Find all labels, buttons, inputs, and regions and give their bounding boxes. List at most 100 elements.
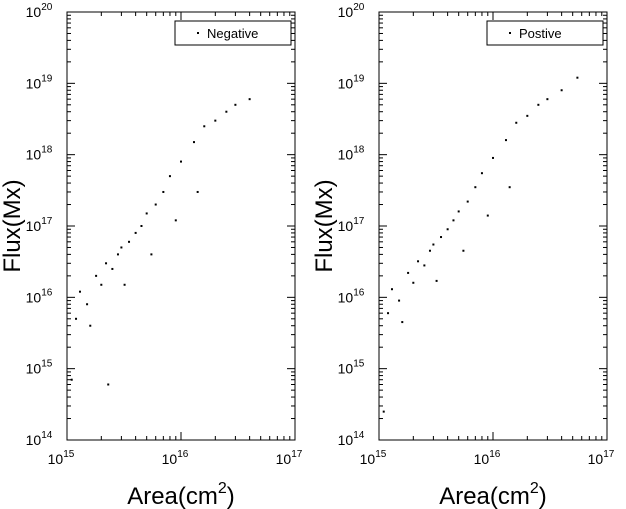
scatter-point: [486, 214, 489, 217]
scatter-point: [78, 290, 81, 293]
scatter-point: [398, 299, 401, 302]
y-tick-label: 1020: [338, 2, 365, 20]
scatter-point: [203, 125, 206, 128]
scatter-point: [526, 114, 529, 117]
scatter-point: [168, 175, 171, 178]
data-points: [382, 76, 579, 413]
scatter-point: [140, 225, 143, 227]
y-tick-label: 1018: [338, 145, 365, 163]
y-tick-exponent: 19: [353, 73, 365, 84]
scatter-point: [154, 203, 157, 206]
scatter-point: [180, 160, 182, 163]
legend-box: [174, 20, 292, 46]
scatter-point: [116, 253, 119, 256]
x-tick-exponent: 15: [63, 449, 75, 460]
x-tick-exponent: 16: [489, 449, 501, 460]
x-tick-exponent: 17: [291, 449, 303, 460]
x-axis-title-superscript: 2: [530, 480, 539, 497]
scatter-point: [134, 231, 137, 234]
scatter-point: [192, 141, 195, 144]
scatter-point: [105, 262, 108, 265]
scatter-point: [423, 264, 426, 267]
x-axis-title-suffix: ): [539, 483, 547, 509]
scatter-point: [401, 321, 404, 324]
plot-frame: [378, 11, 608, 441]
scatter-point: [70, 378, 73, 381]
y-tick-label: 1015: [26, 359, 53, 377]
scatter-point: [462, 249, 465, 252]
legend-marker: [509, 32, 511, 34]
scatter-point: [515, 121, 518, 124]
scatter-point: [111, 267, 114, 270]
scatter-point: [107, 383, 110, 386]
scatter-point: [174, 219, 177, 222]
y-tick-label: 1014: [26, 430, 53, 448]
x-tick-label: 1016: [474, 449, 501, 467]
scatter-point: [162, 190, 165, 193]
scatter-point: [86, 303, 89, 306]
scatter-point: [474, 186, 477, 189]
y-tick-exponent: 20: [353, 2, 365, 13]
scatter-point: [492, 156, 494, 159]
legend: Postive: [486, 20, 604, 46]
x-tick-label: 1015: [360, 449, 387, 467]
right-scatter-panel: 1015 1016 10171014101510161017101810191020…: [311, 2, 615, 509]
x-axis-title-superscript: 2: [218, 480, 227, 497]
y-tick-label: 1020: [26, 2, 53, 20]
scatter-point: [387, 312, 390, 315]
scatter-point: [435, 279, 438, 282]
scatter-point: [100, 283, 103, 286]
scatter-point: [234, 103, 237, 106]
y-tick-exponent: 17: [353, 216, 365, 227]
scatter-point: [123, 283, 126, 286]
scatter-point: [480, 172, 483, 175]
y-tick-exponent: 16: [41, 287, 53, 298]
y-tick-exponent: 18: [41, 145, 53, 156]
y-axis-title: Flux(Mx): [0, 179, 26, 272]
scatter-point: [537, 103, 540, 106]
legend-marker: [197, 32, 199, 34]
scatter-point: [412, 281, 415, 284]
x-tick-exponent: 17: [603, 449, 615, 460]
scatter-point: [196, 190, 199, 193]
y-tick-label: 1016: [26, 287, 53, 305]
scatter-point: [145, 212, 148, 215]
scatter-point: [89, 324, 92, 327]
y-tick-exponent: 14: [353, 430, 365, 441]
y-tick-label: 1018: [26, 145, 53, 163]
x-tick-label: 1016: [162, 449, 189, 467]
y-tick-exponent: 16: [353, 287, 365, 298]
scatter-point: [446, 228, 449, 231]
y-tick-label: 1017: [26, 216, 53, 234]
scatter-point: [452, 219, 455, 222]
plot-frame: [66, 11, 296, 441]
scatter-point: [466, 200, 469, 203]
legend-box: [486, 20, 604, 46]
y-tick-exponent: 19: [41, 73, 53, 84]
scatter-point: [457, 210, 460, 213]
scatter-point: [214, 119, 217, 122]
scatter-point: [504, 139, 507, 142]
x-tick-label: 1017: [276, 449, 303, 467]
scatter-point: [95, 274, 98, 277]
legend-label: Negative: [207, 26, 258, 41]
scatter-point: [390, 288, 393, 291]
legend-label: Postive: [519, 26, 562, 41]
y-tick-exponent: 20: [41, 2, 53, 13]
data-points: [70, 98, 251, 386]
scatter-point: [428, 249, 431, 252]
x-tick-exponent: 16: [177, 449, 189, 460]
scatter-point: [546, 98, 549, 101]
scatter-point: [432, 243, 435, 246]
left-scatter-panel: 1015 1016 10171014101510161017101810191020…: [0, 2, 303, 509]
x-axis-title-suffix: ): [227, 483, 235, 509]
x-tick-label: 1015: [48, 449, 75, 467]
y-tick-label: 1016: [338, 287, 365, 305]
scatter-point: [576, 76, 579, 79]
scatter-point: [75, 317, 78, 320]
legend: Negative: [174, 20, 292, 46]
y-tick-exponent: 14: [41, 430, 53, 441]
x-tick-exponent: 15: [375, 449, 387, 460]
y-tick-label: 1017: [338, 216, 365, 234]
